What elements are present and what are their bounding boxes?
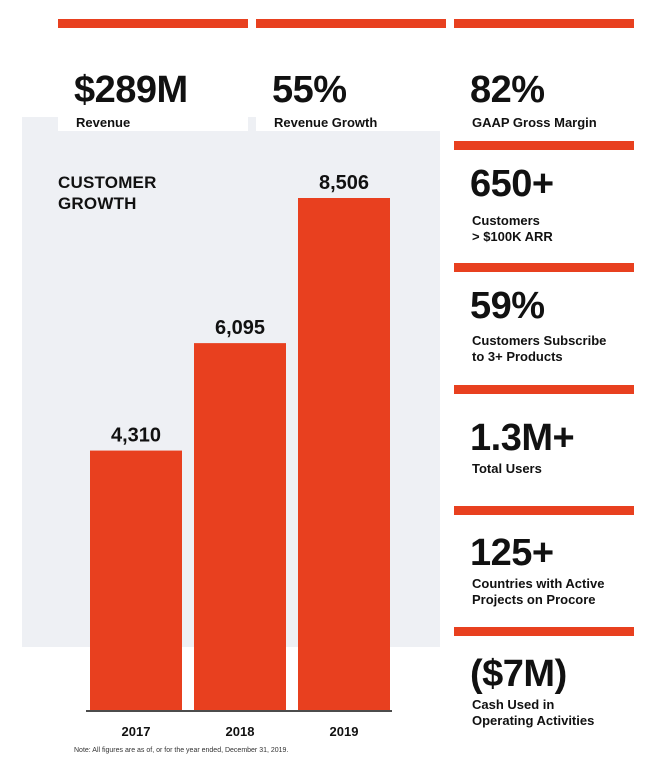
- bar-2017: [90, 450, 182, 710]
- stat-label: Total Users: [472, 461, 542, 476]
- stat-value: 1.3M+: [470, 417, 575, 459]
- card-accent-bar: [454, 385, 634, 394]
- data-label-2017: 4,310: [111, 425, 161, 447]
- stat-value: 650+: [470, 163, 554, 205]
- stat-label: Revenue: [76, 115, 131, 130]
- footnote: Note: All figures are as of, or for the …: [74, 747, 289, 754]
- stat-value: $289M: [74, 69, 188, 111]
- stat-label: Revenue Growth: [274, 115, 378, 130]
- stat-label: Cash Used in Operating Activities: [472, 697, 595, 728]
- card-accent-bar: [454, 627, 634, 636]
- card-accent-bar: [58, 19, 248, 28]
- card-accent-bar: [256, 19, 446, 28]
- stat-value: 82%: [470, 69, 545, 111]
- stat-card-multi-product: 59% Customers Subscribe to 3+ Products: [454, 263, 634, 375]
- stat-label: Customers > $100K ARR: [472, 213, 553, 244]
- x-tick-label-2019: 2019: [330, 724, 359, 739]
- x-tick-label-2018: 2018: [226, 724, 255, 739]
- stat-label: Customers Subscribe to 3+ Products: [472, 333, 607, 364]
- data-label-2018: 6,095: [215, 317, 265, 339]
- stat-value: ($7M): [470, 653, 567, 695]
- stat-label: GAAP Gross Margin: [472, 115, 597, 130]
- stat-card-gross-margin: 82% GAAP Gross Margin: [454, 19, 634, 131]
- bar-2018: [194, 343, 286, 710]
- customer-growth-chart: 4,310 2017 6,095 2018 8,506 2019: [86, 172, 392, 739]
- stat-card-countries: 125+ Countries with Active Projects on P…: [454, 506, 634, 618]
- data-label-2019: 8,506: [319, 172, 369, 194]
- stat-value: 55%: [272, 69, 347, 111]
- stat-value: 125+: [470, 532, 554, 574]
- stat-card-revenue-growth: 55% Revenue Growth: [256, 19, 446, 131]
- stat-card-total-users: 1.3M+ Total Users: [454, 385, 634, 497]
- x-tick-label-2017: 2017: [122, 724, 151, 739]
- card-accent-bar: [454, 263, 634, 272]
- stat-value: 59%: [470, 285, 545, 327]
- stat-label: Countries with Active Projects on Procor…: [472, 576, 605, 607]
- chart-title: CUSTOMER GROWTH: [58, 173, 157, 213]
- stat-card-large-customers: 650+ Customers > $100K ARR: [454, 141, 634, 253]
- card-accent-bar: [454, 19, 634, 28]
- stat-card-cash-used: ($7M) Cash Used in Operating Activities: [454, 627, 634, 739]
- stat-card-revenue: $289M Revenue: [58, 19, 248, 131]
- card-accent-bar: [454, 506, 634, 515]
- card-accent-bar: [454, 141, 634, 150]
- bar-2019: [298, 198, 390, 710]
